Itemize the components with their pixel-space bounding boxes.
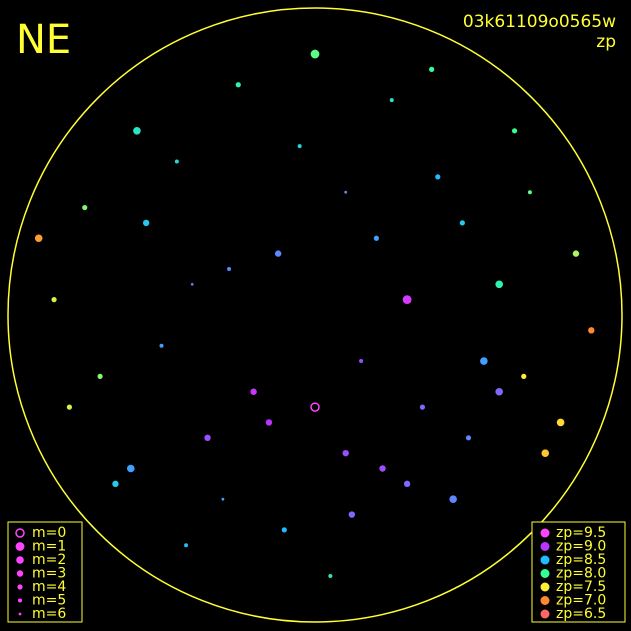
- star-point: [373, 235, 379, 241]
- star-point: [274, 250, 282, 257]
- size-legend-label: m=4: [32, 579, 66, 595]
- star-point: [66, 404, 72, 410]
- star-point: [379, 465, 386, 472]
- color-label: zp: [596, 32, 616, 52]
- star-point: [459, 220, 465, 226]
- color-legend-label: zp=9.0: [556, 539, 606, 555]
- star-point: [588, 327, 595, 334]
- star-point: [527, 190, 532, 195]
- star-point: [310, 402, 320, 412]
- star-point: [556, 418, 565, 427]
- color-legend-label: zp=8.5: [556, 552, 606, 568]
- star-point: [184, 543, 189, 548]
- star-point: [250, 388, 257, 395]
- size-legend-label: m=1: [32, 539, 66, 555]
- star-point: [435, 174, 441, 180]
- size-legend-marker: [18, 612, 22, 616]
- star-point: [97, 373, 103, 379]
- star-point: [227, 266, 232, 271]
- star-point: [465, 435, 472, 441]
- size-legend-marker: [16, 556, 24, 564]
- star-point: [572, 250, 580, 257]
- sky-circle: [7, 7, 623, 623]
- star-point: [281, 527, 287, 533]
- star-point: [328, 573, 333, 578]
- star-point: [159, 343, 164, 348]
- size-legend-marker: [15, 542, 25, 551]
- star-point: [480, 357, 488, 365]
- color-legend-label: zp=8.0: [556, 566, 606, 582]
- color-legend-label: zp=9.5: [556, 525, 606, 541]
- star-point: [495, 280, 504, 289]
- size-legend-label: m=3: [32, 566, 66, 582]
- star-point: [133, 127, 141, 135]
- star-point: [389, 98, 394, 103]
- color-legend-marker: [540, 569, 550, 578]
- star-point: [34, 234, 43, 243]
- color-legend-marker: [540, 596, 550, 605]
- chart-subtitle: 03k61109o0565w: [463, 12, 616, 32]
- star-point: [495, 387, 504, 396]
- color-legend-marker: [540, 582, 550, 592]
- color-legend-marker: [540, 542, 550, 551]
- star-point: [342, 449, 349, 457]
- size-legend-label: m=6: [32, 606, 66, 622]
- chart-title: NE: [16, 17, 71, 63]
- star-point: [449, 495, 457, 504]
- star-point: [310, 49, 320, 59]
- star-point: [521, 373, 527, 379]
- star-point: [204, 434, 211, 441]
- star-point: [297, 144, 302, 149]
- star-point: [348, 511, 356, 518]
- size-legend-marker: [15, 528, 25, 538]
- star-point: [174, 159, 179, 164]
- star-point: [190, 282, 194, 286]
- size-legend-marker: [17, 584, 23, 590]
- color-legend-label: zp=7.5: [556, 579, 606, 595]
- size-legend-label: m=0: [32, 525, 66, 541]
- star-point: [235, 82, 241, 88]
- color-legend-marker: [540, 609, 550, 619]
- star-point: [419, 404, 426, 410]
- star-point: [51, 297, 57, 303]
- star-point: [359, 359, 364, 364]
- star-point: [344, 190, 348, 194]
- star-point: [511, 128, 518, 134]
- color-legend-marker: [540, 528, 550, 538]
- star-point: [112, 480, 119, 488]
- star-point: [82, 204, 88, 211]
- color-legend-label: zp=7.0: [556, 593, 606, 609]
- star-point: [429, 66, 435, 72]
- star-point: [541, 449, 550, 457]
- star-point: [221, 497, 225, 501]
- color-legend-marker: [540, 555, 550, 565]
- star-point: [127, 464, 135, 473]
- color-legend-label: zp=6.5: [556, 606, 606, 622]
- star-point: [265, 419, 273, 426]
- star-point: [142, 219, 150, 227]
- size-legend-label: m=2: [32, 552, 66, 568]
- size-legend-marker: [16, 570, 24, 577]
- size-legend-marker: [18, 598, 22, 603]
- size-legend-label: m=5: [32, 593, 66, 609]
- star-point: [403, 480, 411, 488]
- star-point: [402, 295, 412, 305]
